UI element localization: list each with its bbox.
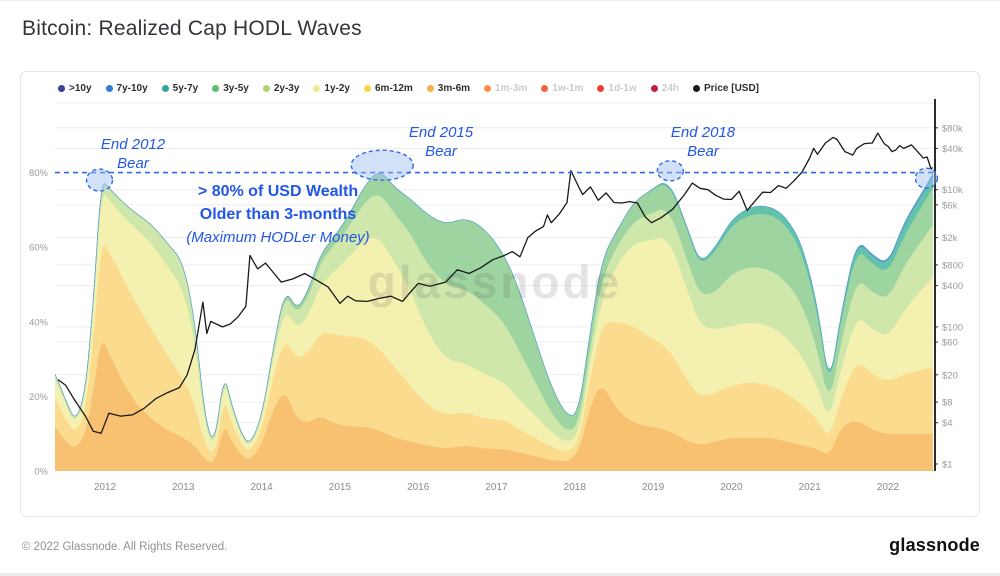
legend-label: 7y-10y xyxy=(116,83,148,94)
legend-item-1m-3m[interactable]: 1m-3m xyxy=(484,83,527,94)
glassnode-logo: glassnode xyxy=(889,535,980,555)
legend-label: 1w-1m xyxy=(552,83,584,94)
legend-swatch xyxy=(541,85,549,92)
legend-item-6m-12m[interactable]: 6m-12m xyxy=(363,83,413,94)
page-title: Bitcoin: Realized Cap HODL Waves xyxy=(22,17,362,40)
legend-swatch xyxy=(105,85,113,92)
legend-item-2y-3y[interactable]: 2y-3y xyxy=(262,83,300,94)
legend-item-1w-1m[interactable]: 1w-1m xyxy=(541,83,583,94)
legend-swatch xyxy=(212,85,220,92)
legend-label: >10y xyxy=(69,83,92,94)
legend-label: 1d-1w xyxy=(608,83,637,94)
legend-swatch xyxy=(650,85,658,92)
copyright-text: © 2022 Glassnode. All Rights Reserved. xyxy=(22,541,228,553)
chart-card: >10y 7y-10y 5y-7y 3y-5y 2y-3y 1y-2y 6m-12m 3m-6… xyxy=(20,71,980,517)
legend-label: 24h xyxy=(661,83,679,94)
legend-item-1y-2y[interactable]: 1y-2y xyxy=(313,83,350,94)
legend-label: 5y-7y xyxy=(172,83,199,94)
legend-label: 1m-3m xyxy=(495,83,528,94)
legend-item-price-usd-[interactable]: Price [USD] xyxy=(693,83,759,94)
legend-swatch xyxy=(693,85,700,92)
legend: >10y 7y-10y 5y-7y 3y-5y 2y-3y 1y-2y 6m-12m 3m-6… xyxy=(58,83,759,94)
legend-swatch xyxy=(313,85,321,92)
legend-item-3y-5y[interactable]: 3y-5y xyxy=(212,83,249,94)
legend-label: 3y-5y xyxy=(223,83,249,94)
legend-swatch xyxy=(262,85,270,92)
legend-swatch xyxy=(161,85,169,92)
legend-label: 2y-3y xyxy=(273,83,300,94)
legend-item-3m-6m[interactable]: 3m-6m xyxy=(426,83,471,94)
legend-item-7y-10y[interactable]: 7y-10y xyxy=(105,83,148,94)
legend-item-1d-1w[interactable]: 1d-1w xyxy=(597,83,637,94)
legend-label: Price [USD] xyxy=(704,83,760,94)
legend-swatch xyxy=(426,85,434,92)
legend-swatch xyxy=(484,85,492,92)
legend-swatch xyxy=(597,85,605,92)
legend-swatch xyxy=(58,85,65,92)
legend-label: 6m-12m xyxy=(374,83,413,94)
legend-item--10y[interactable]: >10y xyxy=(58,83,92,94)
legend-label: 1y-2y xyxy=(324,83,350,94)
legend-swatch xyxy=(363,85,371,92)
legend-item-5y-7y[interactable]: 5y-7y xyxy=(161,83,199,94)
legend-item-24h[interactable]: 24h xyxy=(650,83,679,94)
legend-label: 3m-6m xyxy=(437,83,471,94)
